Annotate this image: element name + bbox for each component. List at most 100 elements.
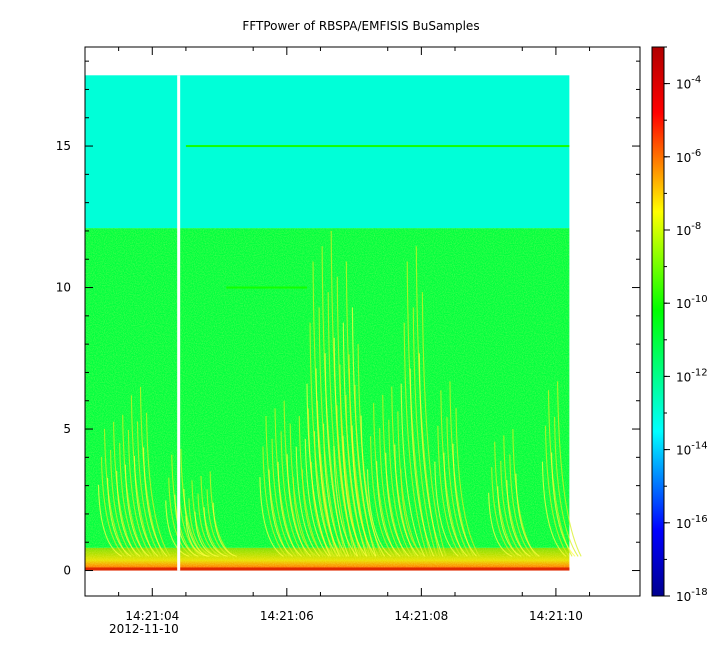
colorbar-tick-label: 10-14	[676, 441, 708, 458]
chorus-streak	[345, 395, 371, 557]
chorus-streak	[277, 461, 302, 557]
colorbar: 10-4 10-6 10-8 10-10 10-12 10-14 10-16 10-18	[651, 46, 708, 604]
chorus-streak	[515, 473, 540, 557]
chorus-streak	[354, 384, 380, 557]
x-tick-label: 14:21:10	[529, 609, 583, 623]
chorus-streak	[106, 477, 132, 557]
chorus-streak	[376, 461, 401, 557]
chorus-streak	[183, 489, 208, 557]
x-tick-label: 14:21:08	[394, 609, 448, 623]
chart-title: FFTPower of RBSPA/EMFISIS BuSamples	[242, 19, 479, 33]
chorus-streak	[400, 469, 425, 557]
chorus-streak	[304, 438, 330, 557]
chorus-streak	[385, 452, 410, 557]
chorus-streak	[497, 486, 522, 557]
chorus-streak	[500, 460, 525, 557]
colorbar-tick-label: 10-18	[676, 587, 708, 604]
chorus-streak	[185, 516, 210, 557]
colorbar-gradient	[651, 46, 665, 597]
chorus-streak	[318, 307, 344, 557]
chorus-streak	[388, 419, 413, 557]
chorus-streak	[418, 353, 444, 557]
x-tick-label: 14:21:06	[260, 609, 314, 623]
chorus-streak	[360, 415, 386, 557]
chorus-streak	[295, 446, 321, 557]
chorus-streak	[309, 322, 335, 557]
chorus-streak	[434, 461, 459, 557]
chorus-streak	[116, 470, 141, 557]
chorus-streak	[412, 307, 438, 557]
chorus-streak	[97, 484, 123, 557]
chorus-streak	[306, 383, 332, 557]
chorus-streak	[342, 435, 367, 557]
y-tick-label: 5	[63, 422, 71, 436]
chorus-streak	[403, 322, 429, 557]
chorus-streak	[197, 493, 222, 557]
chorus-streak	[203, 507, 228, 557]
chorus-streak	[212, 502, 237, 557]
x-tick-label: 14:21:04	[125, 609, 179, 623]
plot-frame	[84, 46, 641, 597]
chorus-streak	[292, 477, 318, 557]
chorus-streak	[544, 425, 570, 557]
constant-frequency-line	[226, 286, 307, 289]
chorus-streak	[336, 405, 361, 557]
chorus-streak	[394, 444, 419, 557]
y-tick-label: 10	[56, 281, 71, 295]
chorus-streak	[110, 449, 135, 557]
chorus-streak	[379, 427, 404, 557]
chorus-streak	[271, 438, 296, 557]
chorus-streak	[455, 408, 481, 557]
chorus-streak	[119, 442, 144, 557]
chorus-streak	[133, 456, 159, 557]
constant-frequency-line	[185, 145, 570, 148]
spectrogram-band	[85, 567, 570, 571]
chorus-streak	[174, 494, 199, 557]
chorus-streak	[351, 425, 377, 557]
chorus-streak	[554, 417, 579, 557]
chorus-streak	[259, 477, 284, 557]
chorus-streak	[188, 498, 213, 557]
spectrogram-band	[85, 75, 570, 229]
chorus-streak	[286, 454, 312, 557]
chorus-streak	[409, 368, 435, 557]
y-tick-label: 0	[63, 564, 71, 578]
plot-area: 0 5 10 15 14:21:04 14:21:06 14:21:08 14:21:10	[56, 46, 641, 623]
chorus-streak	[370, 436, 395, 557]
chorus-streak	[491, 467, 516, 557]
chorus-streak	[557, 381, 582, 557]
chorus-streak	[506, 479, 531, 557]
chorus-streak	[333, 446, 358, 557]
chorus-streak	[324, 353, 350, 557]
chorus-streak	[100, 456, 126, 557]
chorus-streak	[488, 492, 513, 557]
chorus-streak	[301, 469, 327, 557]
colorbar-tick-label: 10-12	[676, 367, 708, 384]
colorbar-tick-label: 10-16	[676, 514, 708, 531]
chorus-streak	[421, 292, 447, 557]
colorbar-tick-label: 10-10	[676, 294, 708, 311]
colorbar-tick-label: 10-8	[676, 221, 701, 238]
chorus-streak	[400, 383, 426, 557]
chorus-streak	[124, 464, 150, 557]
chorus-streak	[146, 412, 171, 557]
chorus-streak	[550, 452, 576, 557]
chorus-streak	[315, 368, 341, 557]
chorus-streak	[206, 489, 231, 557]
data-gap	[177, 75, 181, 571]
chorus-streak	[142, 447, 168, 557]
y-tick-label: 15	[56, 139, 71, 153]
chorus-streak	[366, 469, 392, 557]
chorus-streak	[194, 511, 219, 557]
chorus-streak	[136, 421, 162, 557]
colorbar-tick-label: 10-6	[676, 148, 701, 165]
chorus-streak	[509, 454, 534, 557]
chorus-streak	[446, 417, 471, 557]
colorbar-tick-label: 10-4	[676, 75, 701, 92]
x-date-label: 2012-11-10	[109, 622, 179, 636]
chorus-streak	[168, 477, 193, 557]
chorus-streak	[262, 446, 287, 557]
chorus-streak	[437, 425, 462, 557]
chorus-streak	[443, 452, 468, 557]
